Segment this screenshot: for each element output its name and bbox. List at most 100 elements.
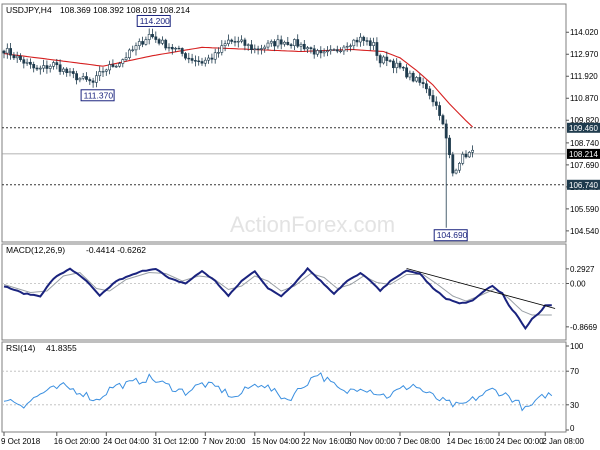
callout-label-2: 104.690 — [437, 230, 468, 240]
candle-body — [134, 45, 138, 51]
candle-body — [95, 75, 98, 83]
candle-body — [391, 60, 395, 69]
price-tick-label-6: 107.690 — [570, 161, 599, 170]
candle-body — [32, 64, 36, 69]
price-tick-label-1: 112.970 — [570, 50, 599, 59]
callout-box-0 — [136, 14, 171, 27]
candle-body — [312, 48, 316, 55]
price-tag-box-0 — [567, 122, 600, 133]
price-tick-label-3: 110.870 — [570, 94, 599, 103]
rsi-tick-label-3: 0 — [570, 424, 575, 433]
candle-body — [12, 54, 16, 59]
candle-body — [362, 36, 366, 41]
candle-body — [61, 68, 65, 72]
candle-body — [332, 49, 336, 51]
candle-body — [471, 149, 475, 153]
rsi-line — [3, 372, 553, 412]
candle-body — [88, 79, 92, 82]
candle-body — [286, 41, 290, 45]
time-tick-label-6: 22 Nov 16:00 — [301, 437, 349, 446]
time-tick-label-4: 7 Nov 20:00 — [202, 437, 246, 446]
candle-body — [75, 73, 79, 81]
candle-body — [227, 39, 230, 45]
price-candles — [2, 28, 475, 228]
rsi-series-line — [3, 372, 553, 412]
time-tick-label-1: 16 Oct 20:00 — [54, 437, 100, 446]
candle-body — [401, 66, 405, 69]
candle-body — [322, 51, 326, 54]
candle-body — [444, 123, 448, 139]
rsi-value: 41.8355 — [46, 343, 77, 353]
candle-body — [256, 48, 260, 50]
time-tick-label-5: 15 Nov 04:00 — [252, 437, 300, 446]
macd-tick-label-1: 0.00 — [570, 280, 586, 289]
candle-body — [339, 50, 343, 53]
candle-body — [15, 55, 19, 59]
candle-body — [38, 67, 42, 70]
candle-body — [141, 41, 145, 45]
price-axis: 114.020 112.970 111.920 110.870 109.820 108.7… — [566, 28, 600, 236]
macd-tick-label-0: 0.2927 — [570, 265, 595, 274]
price-tick-label-8: 105.590 — [570, 205, 599, 214]
macd-trend-line — [406, 268, 556, 309]
candle-body — [164, 39, 168, 49]
candle-body — [81, 76, 85, 79]
candle-body — [194, 60, 197, 62]
candle-body — [154, 36, 158, 40]
candle-body — [342, 46, 346, 52]
chart-ohlc: 108.369 108.392 108.019 108.214 — [60, 5, 190, 15]
candle-body — [352, 39, 356, 47]
candle-body — [137, 41, 141, 46]
candle-body — [368, 40, 372, 46]
candle-body — [329, 49, 333, 52]
candle-body — [177, 47, 181, 50]
candle-body — [243, 39, 247, 46]
candle-body — [358, 36, 362, 43]
rsi-title: RSI(14) — [6, 343, 35, 353]
candle-body — [461, 153, 465, 164]
candle-body — [250, 44, 253, 50]
candle-body — [52, 62, 55, 67]
candle-body — [197, 60, 201, 62]
candle-body — [302, 43, 306, 50]
candle-body — [316, 50, 319, 55]
time-tick-label-8: 7 Dec 08:00 — [397, 437, 441, 446]
candle-body — [415, 77, 418, 82]
candle-body — [131, 49, 135, 51]
price-tag-label-0: 109.460 — [569, 124, 598, 133]
candle-body — [144, 39, 148, 45]
callout-label-0: 114.200 — [140, 16, 170, 26]
macd-lines — [3, 266, 552, 331]
candle-body — [309, 47, 313, 50]
candle-body — [78, 77, 82, 81]
candle-body — [365, 40, 369, 42]
candle-body — [457, 163, 461, 171]
candle-body — [230, 39, 234, 42]
candle-body — [418, 77, 422, 83]
time-tick-label-0: 9 Oct 2018 — [1, 437, 41, 446]
candle-body — [335, 49, 339, 52]
candle-body — [223, 43, 227, 47]
candle-body — [200, 61, 204, 64]
candle-body — [388, 60, 392, 62]
candle-body — [220, 45, 224, 53]
candle-body — [448, 137, 451, 156]
price-tick-label-9: 104.540 — [570, 227, 599, 236]
candle-body — [55, 62, 59, 66]
macd-main-line — [3, 266, 552, 331]
rsi-pane: 100 70 30 0 RSI(14) 41.8355 — [1, 341, 584, 433]
price-pane-frame — [1, 3, 567, 243]
candle-body — [349, 45, 352, 47]
watermark: ActionForex.com — [230, 212, 395, 237]
candle-body — [292, 39, 296, 47]
candle-body — [68, 71, 72, 74]
candle-body — [372, 42, 376, 46]
candle-body — [375, 42, 379, 56]
candle-body — [210, 57, 214, 60]
candle-body — [240, 39, 244, 42]
candle-body — [319, 50, 323, 54]
rsi-pane-frame — [1, 341, 567, 433]
candle-body — [203, 59, 207, 64]
price-tick-label-0: 114.020 — [570, 28, 599, 37]
